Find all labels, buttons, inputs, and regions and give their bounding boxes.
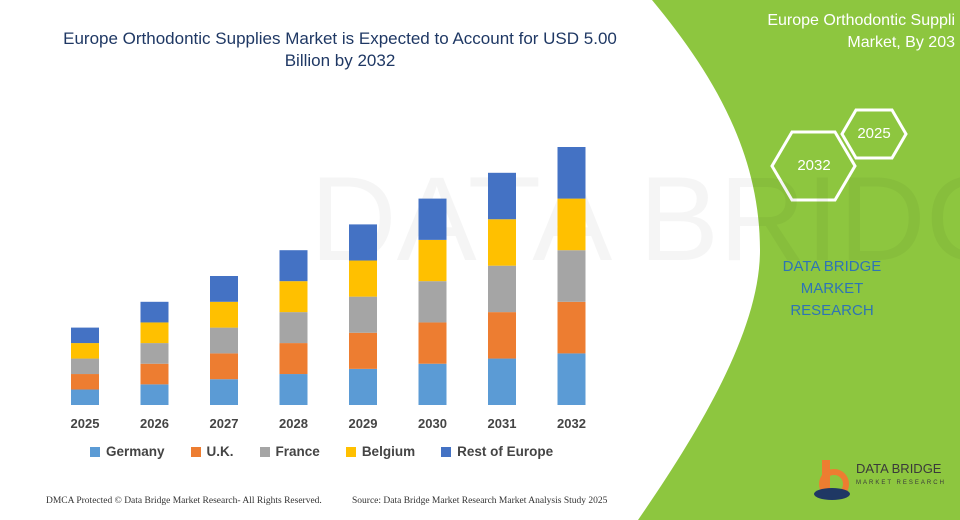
legend-label: U.K. xyxy=(206,444,234,459)
x-tick-label: 2027 xyxy=(210,416,239,431)
chart-title: Europe Orthodontic Supplies Market is Ex… xyxy=(63,29,617,70)
bar-2028-france xyxy=(279,312,308,344)
x-tick-label: 2032 xyxy=(557,416,586,431)
x-tick-label: 2025 xyxy=(71,416,100,431)
bar-2027-belgium xyxy=(210,301,238,328)
bar-2029-rest-of-europe xyxy=(349,224,377,261)
bar-2031-u-k- xyxy=(488,312,516,359)
green-side-panel xyxy=(638,0,960,520)
panel-title: Europe Orthodontic Suppli Market, By 203 xyxy=(700,10,955,54)
bar-2027-u-k- xyxy=(210,353,238,380)
legend-swatch xyxy=(259,446,270,457)
brand-logo-icon xyxy=(814,460,850,500)
legend-item: France xyxy=(259,444,320,459)
x-tick-label: 2031 xyxy=(488,416,517,431)
panel-title-line1: Europe Orthodontic Suppli xyxy=(767,12,955,29)
watermark: DATA BRIDGE xyxy=(310,152,960,286)
hex-label-2032: 2032 xyxy=(797,157,831,174)
footer-source: Source: Data Bridge Market Research Mark… xyxy=(352,496,608,506)
bar-2028-u-k- xyxy=(279,343,308,375)
legend-label: Germany xyxy=(106,444,165,459)
bar-2027-germany xyxy=(210,379,238,405)
brand-text: DATA BRIDGE MARKET RESEARCH xyxy=(752,256,912,322)
bar-2031-france xyxy=(488,265,516,313)
bar-2032-rest-of-europe xyxy=(557,147,586,199)
bar-2028-germany xyxy=(279,374,308,405)
bar-2030-belgium xyxy=(418,239,447,282)
hexagon-2025 xyxy=(840,108,908,160)
x-tick-label: 2029 xyxy=(349,416,378,431)
legend-swatch xyxy=(345,446,356,457)
footer-copyright: DMCA Protected © Data Bridge Market Rese… xyxy=(46,496,322,506)
legend-swatch xyxy=(90,446,100,457)
legend-swatch xyxy=(441,446,452,457)
legend-label: Rest of Europe xyxy=(457,444,554,459)
logo-name: DATA BRIDGE xyxy=(856,461,942,476)
legend-swatch xyxy=(190,446,201,457)
bar-2031-rest-of-europe xyxy=(488,172,516,220)
bar-2030-rest-of-europe xyxy=(418,198,447,240)
bar-2032-france xyxy=(557,250,586,302)
legend-item: Rest of Europe xyxy=(441,444,553,459)
bar-2026-rest-of-europe xyxy=(140,301,169,323)
x-tick-label: 2026 xyxy=(140,416,169,431)
bar-2032-u-k- xyxy=(557,301,586,354)
bar-2025-rest-of-europe xyxy=(71,327,99,344)
panel-title-line2: Market, By 203 xyxy=(847,34,955,51)
bar-2027-france xyxy=(210,327,238,354)
bar-2030-france xyxy=(418,281,447,323)
x-axis-ticks: 2025 2026 2027 2028 2029 2030 2031 2032 xyxy=(71,416,586,431)
bar-2032-germany xyxy=(557,353,586,405)
bar-2031-belgium xyxy=(488,219,516,266)
brand-line2: RESEARCH xyxy=(790,302,874,319)
bar-2027-rest-of-europe xyxy=(210,276,238,302)
legend-label: Belgium xyxy=(361,444,416,459)
x-tick-label: 2030 xyxy=(418,416,447,431)
brand-line1: DATA BRIDGE MARKET xyxy=(782,258,882,297)
bar-2030-germany xyxy=(418,363,447,405)
bar-2031-germany xyxy=(488,358,516,405)
hex-label-2025: 2025 xyxy=(857,125,891,142)
bar-2026-belgium xyxy=(140,322,169,344)
legend-item: Belgium xyxy=(345,444,416,459)
legend-item: Germany xyxy=(90,444,165,459)
bar-2025-u-k- xyxy=(71,374,99,390)
bar-2026-u-k- xyxy=(140,363,169,385)
bar-2029-u-k- xyxy=(349,332,377,369)
chart-legend: Germany U.K. France Belgium Rest of Europe xyxy=(90,444,579,459)
hexagon-2032 xyxy=(770,130,857,202)
bar-2026-germany xyxy=(140,384,169,405)
x-tick-label: 2028 xyxy=(279,416,308,431)
legend-label: France xyxy=(275,444,320,459)
logo-sub: MARKET RESEARCH xyxy=(856,480,946,486)
bar-2032-belgium xyxy=(557,198,586,251)
bar-2029-france xyxy=(349,296,377,333)
bar-2030-u-k- xyxy=(418,322,447,364)
bar-2029-germany xyxy=(349,368,377,405)
bar-2028-rest-of-europe xyxy=(279,250,308,282)
bar-2028-belgium xyxy=(279,281,308,313)
bar-2025-belgium xyxy=(71,343,99,359)
legend-item: U.K. xyxy=(190,444,234,459)
bar-2025-france xyxy=(71,358,99,375)
bar-area xyxy=(71,147,586,405)
bar-2026-france xyxy=(140,343,169,364)
bar-2025-germany xyxy=(71,389,99,405)
bar-2029-belgium xyxy=(349,260,377,297)
